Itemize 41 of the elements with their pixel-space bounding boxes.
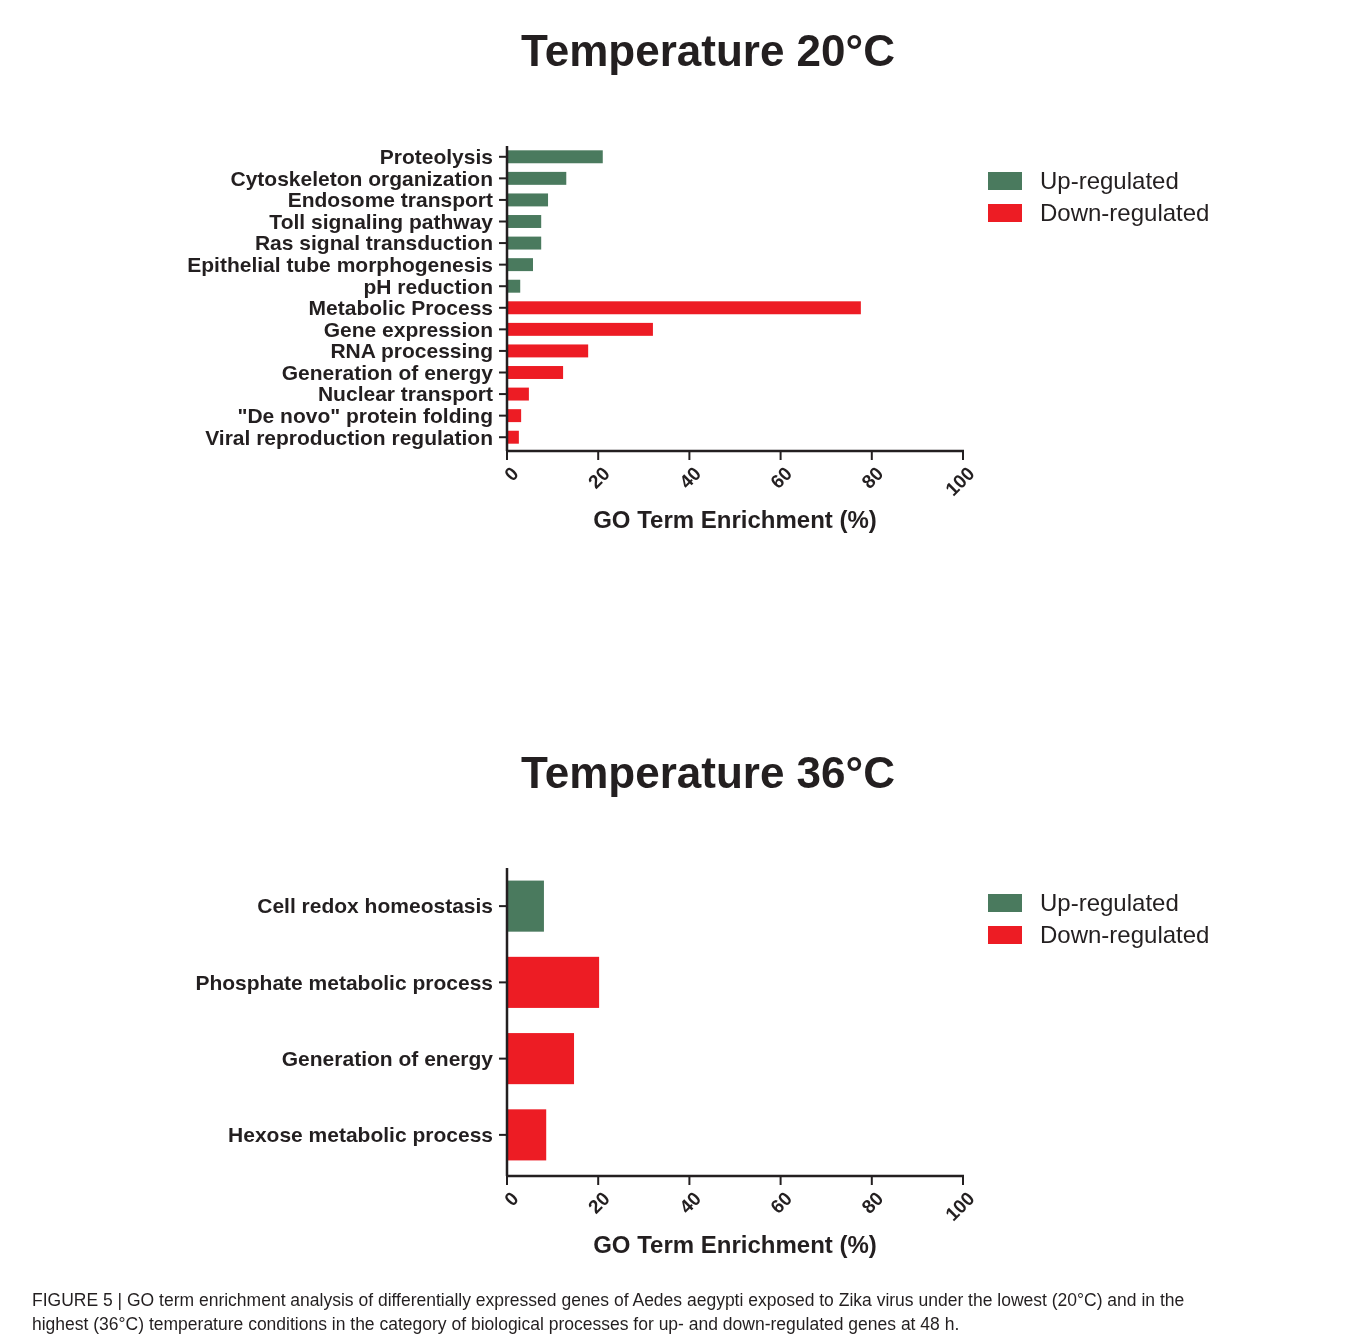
y-tick-label: Gene expression	[323, 317, 493, 341]
x-tick-label: 80	[857, 1187, 888, 1218]
bar	[507, 322, 653, 336]
bar	[507, 430, 519, 444]
x-tick-label: 60	[766, 1187, 797, 1218]
legend-label: Up-regulated	[1040, 889, 1179, 917]
bar	[507, 215, 542, 228]
x-tick-label: 40	[675, 1187, 705, 1218]
x-tick-label: 100	[941, 462, 979, 500]
bar	[507, 150, 603, 164]
y-tick-label: Hexose metabolic process	[228, 1123, 493, 1147]
chart-title: Temperature 36°C	[521, 748, 895, 797]
y-tick-label: Proteolysis	[379, 145, 493, 169]
bar	[507, 344, 589, 358]
bar	[507, 366, 564, 379]
bar	[507, 193, 549, 207]
x-axis-title: GO Term Enrichment (%)	[593, 1231, 877, 1258]
x-axis-title: GO Term Enrichment (%)	[593, 506, 877, 533]
legend-label: Down-regulated	[1040, 199, 1210, 227]
bar	[507, 301, 861, 315]
chart-title: Temperature 20°C	[521, 26, 895, 75]
y-tick-label: Cell redox homeostasis	[257, 894, 493, 918]
bar	[507, 409, 522, 423]
legend-label: Up-regulated	[1040, 167, 1179, 195]
x-tick-label: 20	[583, 1187, 614, 1218]
bar	[507, 236, 542, 250]
x-tick-label: 0	[500, 1187, 523, 1211]
x-tick-label: 0	[500, 462, 523, 486]
bar	[507, 279, 521, 293]
x-tick-label: 40	[675, 462, 705, 493]
y-tick-label: Generation of energy	[281, 1046, 494, 1070]
bar	[507, 387, 529, 401]
bar	[507, 258, 533, 272]
x-tick-label: 60	[766, 462, 797, 493]
legend-label: Down-regulated	[1040, 921, 1210, 949]
x-tick-label: 20	[583, 462, 614, 493]
y-tick-label: Phosphate metabolic process	[195, 970, 493, 994]
x-tick-label: 80	[857, 462, 888, 493]
bar	[507, 171, 567, 185]
x-tick-label: 100	[941, 1187, 979, 1225]
caption: FIGURE 5 | GO term enrichment analysis of differentially expressed genes of Aedes aegypti exposed to Zika virus under the lowest (20°C) and in the highest (36°C) temperature conditions in the category of biological processes for up- and down-regulated genes at 48 h.	[32, 1290, 1185, 1334]
